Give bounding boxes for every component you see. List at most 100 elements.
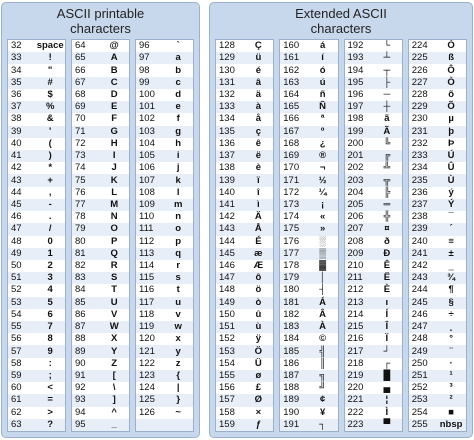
code-row: 119 w xyxy=(136,321,193,334)
code-row: 245 § xyxy=(408,296,466,309)
code-character: d xyxy=(175,88,182,100)
code-character: ' xyxy=(49,125,52,137)
code-row: 135 ç xyxy=(216,125,274,138)
code-number: 135 xyxy=(219,125,235,137)
code-character: ^ xyxy=(111,406,117,418)
code-number: 45 xyxy=(11,198,22,210)
code-row: 37% xyxy=(8,101,65,114)
code-number: 65 xyxy=(75,52,86,64)
code-number: 64 xyxy=(75,40,86,52)
code-row: 53 5 xyxy=(8,296,65,309)
code-character: P xyxy=(111,235,118,247)
code-number: 144 xyxy=(219,235,235,247)
code-number: 152 xyxy=(219,333,235,345)
code-row: 49 1 xyxy=(8,247,65,260)
code-number: 53 xyxy=(11,296,22,308)
code-row: 207 ¤ xyxy=(344,223,402,236)
code-number: 38 xyxy=(11,113,22,125)
code-character: * xyxy=(48,162,53,174)
code-number: 81 xyxy=(75,247,86,259)
code-row: 134 å xyxy=(216,113,274,126)
code-character: g xyxy=(175,125,182,137)
code-number: 229 xyxy=(411,101,428,113)
code-number: 220 xyxy=(347,382,364,394)
code-row: 83 S xyxy=(72,272,129,285)
code-row: 96 ` xyxy=(136,40,193,53)
code-character: F xyxy=(111,113,118,125)
code-number: 173 xyxy=(283,198,300,210)
code-number: 200 xyxy=(347,137,364,149)
code-character: ~ xyxy=(175,406,181,418)
code-character: % xyxy=(45,101,55,113)
code-number: 51 xyxy=(11,272,22,284)
code-row: 141 ì xyxy=(216,198,274,212)
code-number: 209 xyxy=(347,247,364,259)
code-row: 126 ~ xyxy=(136,406,193,419)
code-character: Ú xyxy=(447,150,455,162)
code-number: 216 xyxy=(347,333,364,345)
code-number: 168 xyxy=(283,137,300,149)
code-character: [ xyxy=(112,370,116,382)
code-character: t xyxy=(176,284,180,296)
code-row: 158 × xyxy=(216,406,274,419)
code-number: 181 xyxy=(283,296,300,308)
code-row: 146 Æ xyxy=(216,259,274,273)
code-row: 238 ¯ xyxy=(408,211,466,224)
code-number: 117 xyxy=(139,296,155,308)
code-character: c xyxy=(175,76,181,88)
code-character: ¹ xyxy=(449,370,453,382)
code-character: « xyxy=(319,211,326,223)
code-number: 189 xyxy=(283,394,300,406)
code-character: ä xyxy=(255,88,261,100)
code-row: 183 À xyxy=(280,321,338,334)
code-number: 252 xyxy=(411,382,428,394)
code-number: 71 xyxy=(75,125,86,137)
code-number: 235 xyxy=(411,174,428,186)
code-character: █ xyxy=(383,370,391,382)
code-row: 116 t xyxy=(136,284,193,297)
code-row: 239 ´ xyxy=(408,223,466,236)
code-number: 106 xyxy=(139,162,155,174)
code-character: ; xyxy=(48,370,52,382)
code-number: 120 xyxy=(139,333,155,345)
code-row: 187 ╗ xyxy=(280,369,338,383)
code-character: ┐ xyxy=(319,418,326,430)
code-row: 75 K xyxy=(72,174,129,187)
code-number: 48 xyxy=(11,235,22,247)
code-character: y xyxy=(175,345,181,357)
code-number: 82 xyxy=(75,260,86,272)
code-row: 169 ® xyxy=(280,149,338,163)
code-character: = xyxy=(47,394,53,406)
code-character: ╩ xyxy=(383,162,391,174)
code-row: 173 ¡ xyxy=(280,198,338,212)
code-character: ■ xyxy=(448,406,454,418)
code-character: ô xyxy=(255,272,262,284)
code-character: ¨ xyxy=(449,345,453,357)
code-number: 80 xyxy=(75,235,86,247)
code-character: / xyxy=(48,223,52,235)
code-number: 84 xyxy=(75,284,86,296)
code-row: 58: xyxy=(8,357,65,370)
code-number: 203 xyxy=(347,174,364,186)
code-number: 114 xyxy=(139,260,155,272)
code-number: 76 xyxy=(75,186,86,198)
code-row: 106 j xyxy=(136,162,193,175)
code-character: o xyxy=(175,223,182,235)
code-character: " xyxy=(47,64,53,76)
code-number: 87 xyxy=(75,321,86,333)
code-number: 119 xyxy=(139,321,155,333)
extended-ascii-columns: 128 Ç 129 ü 130 é 131 â 132 ä 133 à 134 å 135 ç 136 ê 137 ë… xyxy=(215,39,467,432)
code-row: 32 space xyxy=(8,40,65,53)
code-number: 195 xyxy=(347,76,364,88)
code-row: 117 u xyxy=(136,296,193,309)
code-number: 231 xyxy=(411,125,428,137)
code-number: 224 xyxy=(411,40,428,52)
code-row: 241 ± xyxy=(408,247,466,260)
code-row: 206 ╬ xyxy=(344,211,402,224)
code-character: r xyxy=(176,260,181,272)
code-number: 142 xyxy=(219,211,235,223)
code-row: 170 ¬ xyxy=(280,162,338,175)
code-row: 85 U xyxy=(72,296,129,309)
code-character: ü xyxy=(255,52,262,64)
code-row: 112 p xyxy=(136,235,193,248)
